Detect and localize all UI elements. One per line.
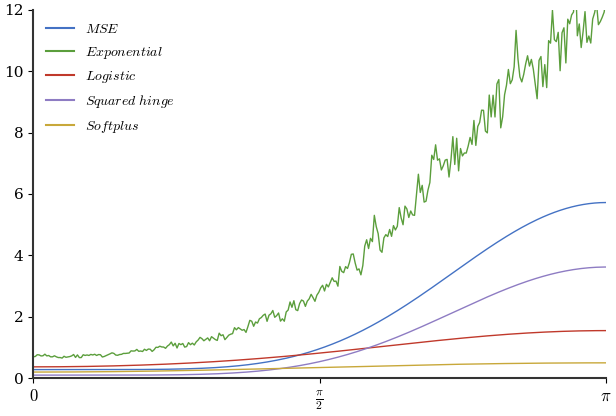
Legend: $MSE$, $Exponential$, $Logistic$, $Squared\ hinge$, $Softplus$: $MSE$, $Exponential$, $Logistic$, $Squar… [40,17,180,140]
